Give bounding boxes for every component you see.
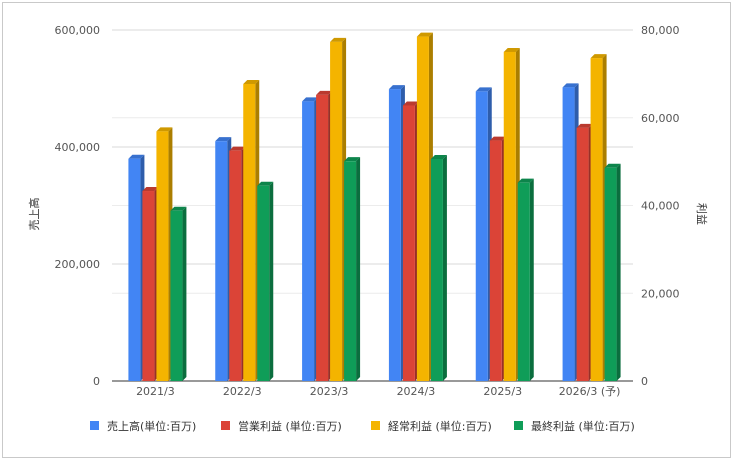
legend-swatch [221, 421, 230, 430]
bar [170, 206, 187, 381]
bar [156, 127, 173, 381]
x-tick-label: 2023/3 [310, 385, 349, 398]
right-tick-label: 60,000 [641, 112, 680, 125]
legend: 売上高(単位:百万) 営業利益 (単位:百万) 経常利益 (単位:百万) 最終利益 (… [90, 419, 635, 433]
legend-label: 営業利益 (単位:百万) [238, 419, 342, 433]
bar [215, 137, 232, 381]
bar [604, 163, 621, 381]
x-tick-label: 2024/3 [397, 385, 436, 398]
x-tick-label: 2025/3 [483, 385, 522, 398]
bar [562, 83, 579, 381]
bar [257, 181, 274, 381]
gridlines [112, 29, 633, 382]
left-axis-ticks: 0 200,000 400,000 600,000 [55, 24, 101, 388]
left-tick-label: 0 [93, 375, 100, 388]
bar [330, 37, 347, 381]
left-tick-label: 400,000 [55, 141, 101, 154]
bar [388, 85, 405, 382]
right-tick-label: 0 [641, 375, 648, 388]
legend-swatch [371, 421, 380, 430]
bar [517, 178, 534, 381]
bar [576, 123, 593, 381]
legend-swatch [514, 421, 523, 430]
bar [489, 136, 506, 381]
bar [316, 90, 333, 381]
bar [344, 157, 361, 381]
x-axis-ticks: 2021/3 2022/3 2023/3 2024/3 2025/3 2026/3 (予) [136, 385, 620, 398]
bar [302, 97, 319, 382]
left-axis-title: 売上高 [27, 198, 41, 231]
x-tick-label: 2022/3 [223, 385, 262, 398]
bar [475, 87, 492, 382]
bar [128, 154, 145, 381]
bar [430, 154, 447, 381]
legend-item[interactable]: 最終利益 (単位:百万) [514, 419, 635, 433]
bars [128, 32, 621, 382]
legend-item[interactable]: 営業利益 (単位:百万) [221, 419, 342, 433]
x-tick-label: 2026/3 (予) [559, 385, 621, 398]
bar [503, 47, 520, 381]
legend-label: 経常利益 (単位:百万) [388, 419, 492, 433]
x-tick-label: 2021/3 [136, 385, 175, 398]
bar [590, 54, 607, 382]
legend-item[interactable]: 経常利益 (単位:百万) [371, 419, 492, 433]
bar [416, 32, 433, 382]
right-tick-label: 80,000 [641, 24, 680, 37]
right-tick-label: 20,000 [641, 287, 680, 300]
legend-item[interactable]: 売上高(単位:百万) [90, 419, 196, 433]
legend-swatch [90, 421, 99, 430]
legend-label: 売上高(単位:百万) [107, 419, 196, 433]
bar [229, 146, 246, 381]
right-tick-label: 40,000 [641, 200, 680, 213]
bar [142, 187, 159, 381]
bar [243, 79, 260, 381]
right-axis-title: 利益 [695, 203, 709, 225]
left-tick-label: 200,000 [55, 258, 101, 271]
left-tick-label: 600,000 [55, 24, 101, 37]
bar [402, 101, 419, 381]
legend-label: 最終利益 (単位:百万) [531, 419, 635, 433]
right-axis-ticks: 0 20,000 40,000 60,000 80,000 [641, 24, 680, 388]
